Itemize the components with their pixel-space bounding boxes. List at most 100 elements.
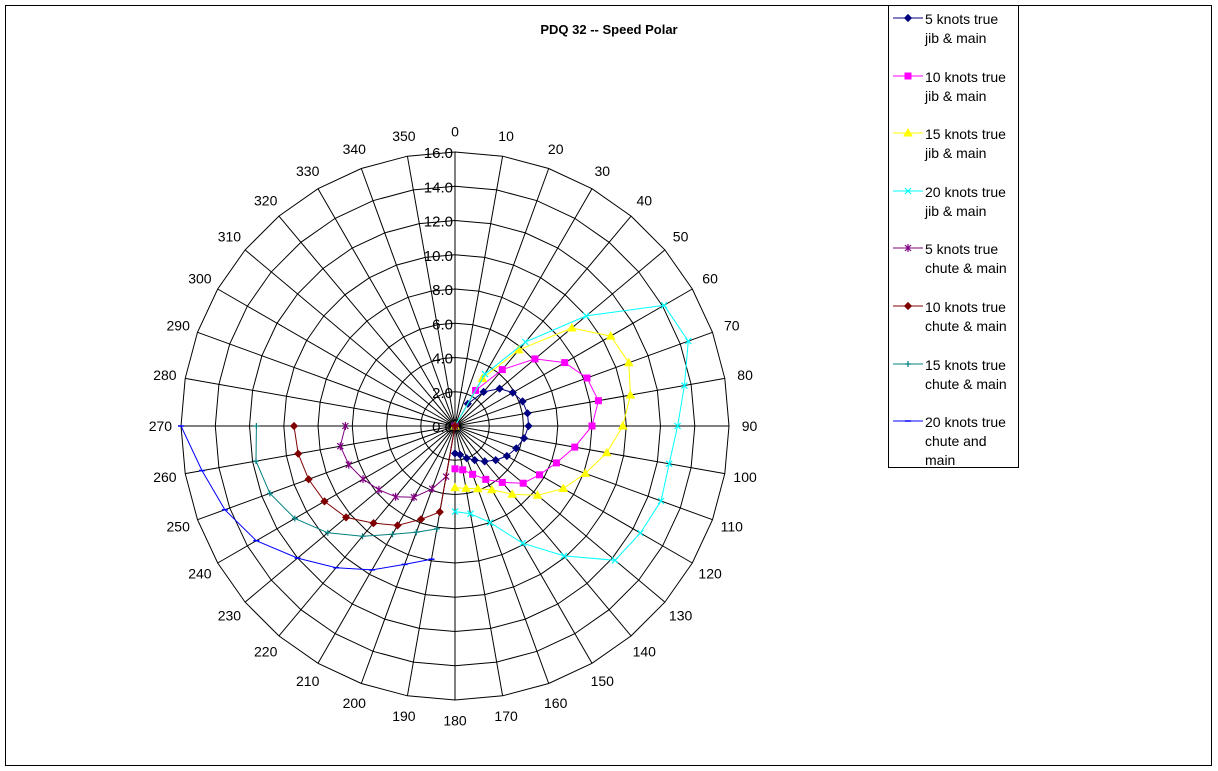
grid-spoke <box>197 425 456 521</box>
data-point <box>617 420 628 430</box>
data-point <box>345 460 353 469</box>
angle-tick-label: 350 <box>392 128 416 144</box>
grid-spoke <box>454 156 504 427</box>
legend-label: 10 knots true jib & main <box>925 68 1017 106</box>
angle-tick-label: 50 <box>673 229 689 245</box>
angle-tick-label: 330 <box>296 163 320 179</box>
grid-spoke <box>406 156 456 427</box>
data-point <box>519 479 527 487</box>
grid-spoke <box>454 249 666 427</box>
angle-tick-label: 250 <box>167 519 191 535</box>
data-point <box>519 434 529 443</box>
data-point <box>536 471 543 479</box>
data-point <box>486 484 497 494</box>
angle-tick-label: 290 <box>167 317 191 333</box>
data-point <box>583 374 591 382</box>
grid-spoke <box>454 425 550 684</box>
legend-marker <box>893 72 923 80</box>
grid-spoke <box>278 215 456 427</box>
legend-label-line: 5 knots true <box>925 11 999 27</box>
data-point <box>498 478 506 486</box>
angle-tick-label: 270 <box>149 418 173 434</box>
series-line <box>289 421 460 530</box>
grid-spoke <box>454 215 632 427</box>
data-point <box>623 357 634 367</box>
data-point <box>566 322 577 332</box>
data-point <box>433 525 440 532</box>
data-point <box>480 457 489 466</box>
data-point <box>359 533 366 540</box>
data-point <box>461 483 471 492</box>
angle-tick-label: 60 <box>702 271 718 287</box>
legend-label-line: jib & main <box>925 145 987 161</box>
legend: 5 knots true jib & main 10 knots true jib &… <box>888 5 1019 468</box>
data-point <box>507 489 518 498</box>
data-point <box>336 442 344 451</box>
data-point <box>571 443 579 451</box>
data-point <box>521 338 529 346</box>
legend-item: 15 knots true jib & main <box>889 123 1018 173</box>
legend-label-line: chute & main <box>925 318 1007 334</box>
data-point <box>324 529 331 536</box>
data-point <box>531 355 539 363</box>
grid-spoke <box>454 425 693 564</box>
legend-label-line: 20 knots true <box>925 414 1006 430</box>
series-path <box>454 358 599 484</box>
radial-tick-label: 12.0 <box>424 214 453 231</box>
angle-tick-label: 160 <box>544 695 568 711</box>
data-point <box>502 451 512 461</box>
data-point <box>375 485 383 494</box>
series-line <box>451 355 602 487</box>
data-point <box>451 465 459 473</box>
data-point <box>491 455 500 465</box>
data-point <box>904 244 912 252</box>
angle-tick-label: 190 <box>392 708 416 724</box>
data-point <box>523 409 532 418</box>
legend-label-line: chute & main <box>925 260 1007 276</box>
series-line <box>178 425 435 571</box>
angle-tick-label: 150 <box>591 673 615 689</box>
data-point <box>459 466 467 474</box>
data-point <box>450 449 460 458</box>
legend-item: 5 knots true chute & main <box>889 238 1018 288</box>
data-point <box>304 475 313 484</box>
grid-spoke <box>185 377 456 427</box>
legend-label-line: 15 knots true <box>925 357 1006 373</box>
data-point <box>389 531 396 538</box>
angle-tick-label: 340 <box>343 141 367 157</box>
legend-label-line: 5 knots true <box>925 241 999 257</box>
data-point <box>560 552 568 560</box>
angle-tick-label: 10 <box>498 128 514 144</box>
data-point <box>289 421 299 431</box>
data-point <box>532 490 543 499</box>
legend-label: 5 knots true chute & main <box>925 240 1017 278</box>
angle-tick-label: 100 <box>733 469 757 485</box>
data-point <box>552 459 560 467</box>
data-point <box>508 388 517 397</box>
data-point <box>665 460 673 468</box>
data-point <box>524 421 533 431</box>
data-point <box>410 493 418 502</box>
grid-spoke <box>278 425 456 637</box>
data-point <box>558 483 569 492</box>
angle-tick-label: 120 <box>698 565 722 581</box>
radial-tick-label: 10.0 <box>424 248 453 265</box>
legend-label: 15 knots true chute & main <box>925 356 1017 394</box>
radial-tick-label: 6.0 <box>432 316 453 333</box>
data-point <box>519 539 527 547</box>
angle-tick-label: 170 <box>494 708 518 724</box>
data-point <box>435 507 444 517</box>
grid-spoke <box>317 188 456 427</box>
grid-spoke <box>454 377 725 427</box>
legend-marker <box>893 127 923 137</box>
chart-title: PDQ 32 -- Speed Polar <box>540 22 678 37</box>
data-point <box>341 422 349 430</box>
radial-tick-label: 0.0 <box>432 419 453 436</box>
angle-tick-label: 70 <box>724 317 740 333</box>
radial-tick-label: 14.0 <box>424 179 453 196</box>
data-point <box>359 475 367 484</box>
grid-spoke <box>317 425 456 664</box>
data-point <box>253 458 259 465</box>
radial-tick-label: 16.0 <box>424 145 453 162</box>
legend-label-line: chute & main <box>925 376 1007 392</box>
